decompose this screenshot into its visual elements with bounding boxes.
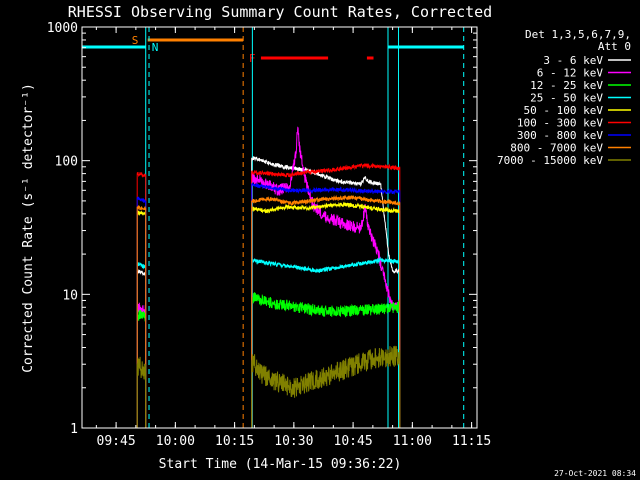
y-axis-label: Corrected Count Rate (s⁻¹ detector⁻¹): [21, 83, 36, 373]
legend-label: 7000 - 15000 keV: [497, 154, 603, 167]
legend-label: 12 - 25 keV: [530, 79, 603, 92]
series-800-7000-kev: [136, 194, 401, 428]
series-lines: [136, 126, 401, 428]
series-line: [251, 162, 401, 428]
chart-title: RHESSI Observing Summary Count Rates, Co…: [68, 3, 492, 21]
y-tick-label: 1: [70, 422, 78, 437]
series-12-25-kev: [136, 292, 401, 428]
legend-label: 25 - 50 keV: [530, 92, 603, 105]
series-line: [251, 256, 401, 428]
series-25-50-kev: [136, 256, 401, 428]
x-tick-label: 10:15: [215, 434, 254, 449]
series-line: [136, 269, 147, 428]
series-3-6-kev: [136, 156, 401, 428]
y-tick-label: 100: [55, 155, 78, 170]
x-tick-label: 10:00: [156, 434, 195, 449]
series-line: [136, 196, 147, 428]
series-line: [136, 262, 147, 428]
flag-n-label: N: [152, 41, 159, 54]
plot-frame: [81, 26, 478, 429]
series-line: [136, 302, 147, 428]
footer-date: 27-Oct-2021 08:34: [554, 469, 636, 478]
x-axis-label: Start Time (14-Mar-15 09:36:22): [159, 457, 402, 472]
legend-label: 3 - 6 keV: [543, 54, 603, 67]
flag-s-label: S: [132, 34, 139, 47]
legend-label: 6 - 12 keV: [537, 67, 604, 80]
series-7000-15000-kev: [136, 345, 401, 428]
x-tick-label: 10:30: [274, 434, 313, 449]
x-tick-label: 11:15: [452, 434, 491, 449]
series-line: [136, 210, 147, 428]
series-line: [136, 356, 147, 428]
legend-label: 800 - 7000 keV: [510, 142, 603, 155]
series-line: [136, 309, 147, 428]
x-tick-label: 10:45: [334, 434, 373, 449]
axes: 09:45 10:00 10:15 10:30 10:45 11:00 11:15 1 10 10…: [47, 21, 491, 449]
legend-label: 50 - 100 keV: [524, 104, 604, 117]
series-300-800-kev: [136, 182, 401, 428]
series-50-100-kev: [136, 201, 401, 428]
series-line: [251, 156, 401, 428]
series-line: [251, 201, 401, 428]
series-line: [251, 182, 401, 428]
legend-label: 100 - 300 keV: [517, 117, 603, 130]
y-tick-label: 10: [62, 288, 78, 303]
series-line: [136, 172, 147, 428]
series-line: [251, 194, 401, 428]
x-tick-label: 09:45: [97, 434, 136, 449]
series-100-300-kev: [136, 162, 401, 428]
series-line: [136, 205, 147, 428]
series-line: [251, 345, 401, 428]
legend-label: 300 - 800 keV: [517, 129, 603, 142]
series-line: [251, 292, 401, 428]
legend-header: Det 1,3,5,6,7,9,: [525, 28, 631, 41]
legend-header: Att 0: [598, 40, 631, 53]
x-tick-label: 11:00: [393, 434, 432, 449]
y-tick-label: 1000: [47, 21, 78, 36]
